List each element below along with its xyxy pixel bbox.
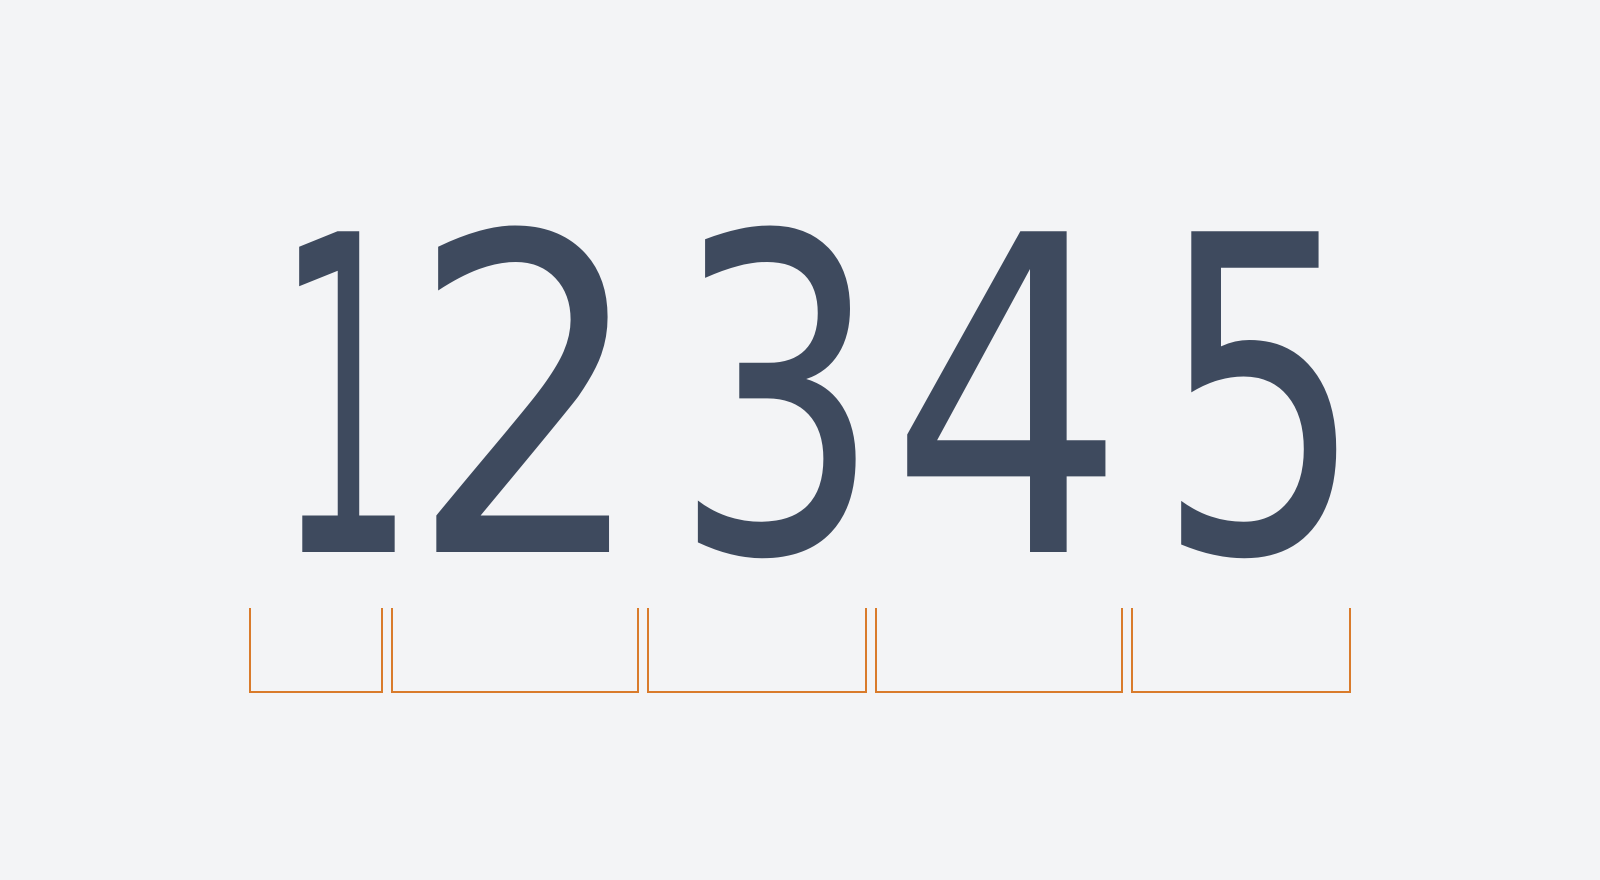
digit-5: 5 [1155, 144, 1365, 656]
bracket-digit-1 [249, 608, 383, 693]
digit-4: 4 [889, 144, 1127, 656]
bracket-digit-2 [391, 608, 639, 693]
digit-3: 3 [672, 144, 882, 656]
bracket-digit-4 [875, 608, 1123, 693]
bracket-digit-5 [1131, 608, 1351, 693]
bracket-digit-3 [647, 608, 867, 693]
digit-row: 1 2 3 4 5 [0, 144, 1600, 656]
digit-2: 2 [409, 144, 647, 656]
digit-1: 1 [275, 144, 415, 656]
digit-brackets [249, 608, 1351, 693]
